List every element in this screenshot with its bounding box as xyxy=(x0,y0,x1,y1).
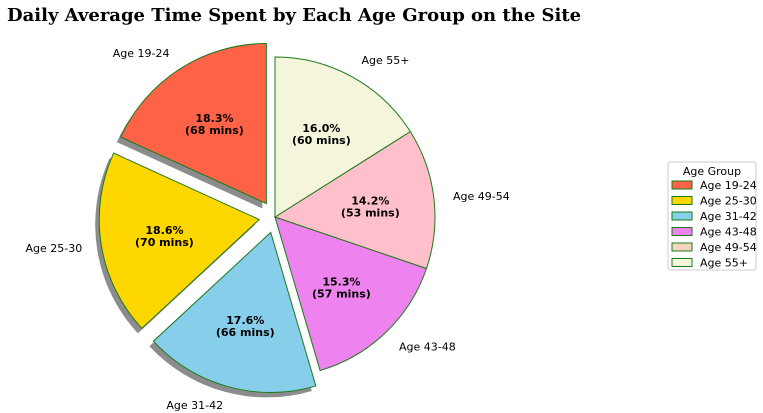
category-label: Age 55+ xyxy=(362,54,410,67)
legend: Age Group Age 19-24 Age 25-30 Age 31-42 Age… xyxy=(667,161,757,271)
legend-swatch xyxy=(671,180,693,190)
percent-label: 18.6% xyxy=(145,224,183,237)
chart-title: Daily Average Time Spent by Each Age Gro… xyxy=(7,5,581,26)
percent-label: 15.3% xyxy=(322,275,360,288)
percent-label: 14.2% xyxy=(351,195,389,208)
legend-entry: Age 55+ xyxy=(700,257,748,270)
category-label: Age 25-30 xyxy=(26,242,83,255)
legend-entry: Age 19-24 xyxy=(700,179,757,192)
category-label: Age 49-54 xyxy=(453,190,510,203)
pie-slice xyxy=(98,152,261,330)
legend-swatch xyxy=(671,242,693,252)
category-label: Age 43-48 xyxy=(399,340,456,353)
legend-swatch xyxy=(671,196,693,205)
category-label: Age 31-42 xyxy=(166,399,223,412)
pie-slice xyxy=(120,43,267,205)
pie-slice xyxy=(273,130,436,270)
minutes-label: (60 mins) xyxy=(292,134,351,147)
minutes-label: (53 mins) xyxy=(341,207,400,220)
legend-swatch xyxy=(671,211,693,221)
legend-entry: Age 43-48 xyxy=(700,226,757,239)
percent-label: 16.0% xyxy=(302,122,340,135)
pie-slice xyxy=(274,216,428,372)
minutes-label: (66 mins) xyxy=(216,326,275,339)
legend-entry: Age 31-42 xyxy=(700,210,757,223)
legend-entry: Age 25-30 xyxy=(700,195,757,208)
minutes-label: (68 mins) xyxy=(185,124,244,137)
legend-entry: Age 49-54 xyxy=(700,241,757,254)
category-label: Age 19-24 xyxy=(113,47,170,60)
pie-slices xyxy=(98,43,436,393)
legend-swatch xyxy=(671,227,693,236)
minutes-label: (70 mins) xyxy=(135,236,194,249)
pie-slice xyxy=(152,231,317,393)
percent-label: 18.3% xyxy=(195,112,233,125)
legend-swatch xyxy=(671,258,693,267)
slice-labels: 18.3%(68 mins) Age 19-24 18.6%(70 mins) Age… xyxy=(26,47,510,412)
percent-label: 17.6% xyxy=(226,314,264,327)
minutes-label: (57 mins) xyxy=(312,287,371,300)
legend-title: Age Group xyxy=(683,165,741,178)
pie-slice xyxy=(274,56,412,218)
